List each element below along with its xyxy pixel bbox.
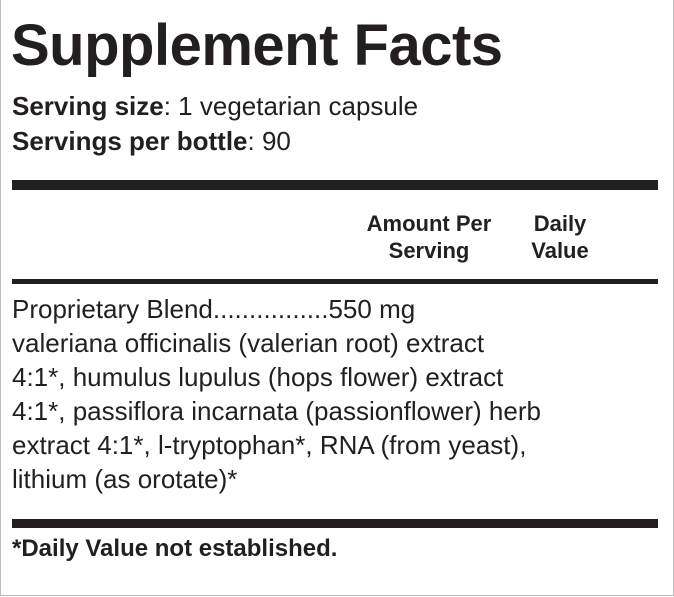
header-divider [12,279,658,284]
amount-per-serving-header: Amount Per Serving [366,211,492,263]
daily-value-header: Daily Value [531,211,589,263]
thick-divider [12,180,658,190]
servings-per-bottle: Servings per bottle: 90 [12,126,291,156]
ingredient-line: valeriana officinalis (valerian root) ex… [12,328,485,358]
serving-size: Serving size: 1 vegetarian capsule [12,91,419,121]
ingredients-section: Proprietary Blend................550 mg … [12,292,642,496]
page-title: Supplement Facts [11,13,503,78]
ingredient-line: lithium (as orotate)* [12,464,238,494]
bottom-divider [12,519,658,528]
ingredient-line: extract 4:1*, l-tryptophan*, RNA (from y… [12,430,527,460]
ingredient-line: 4:1*, passiflora incarnata (passionflowe… [12,396,541,426]
footnote: *Daily Value not established. [12,535,338,562]
ingredient-line: 4:1*, humulus lupulus (hops flower) extr… [12,362,504,392]
proprietary-blend-row: Proprietary Blend................550 mg [12,294,416,324]
